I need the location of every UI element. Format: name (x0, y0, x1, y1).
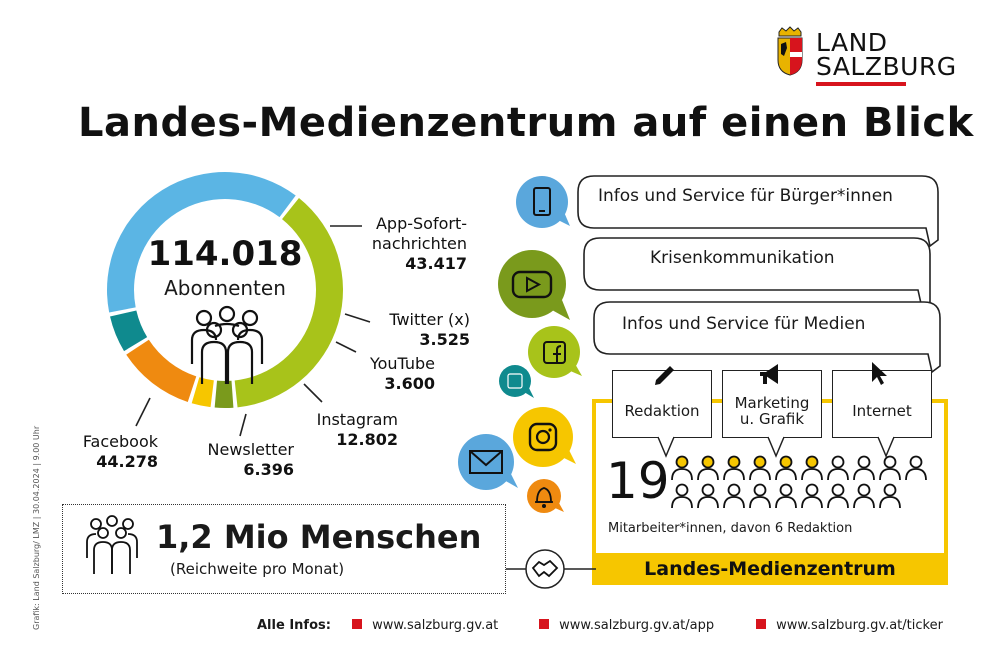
staff-person-icon (879, 483, 901, 509)
label-instagram: Instagram 12.802 (316, 410, 398, 449)
donut-segment-twitter-x (214, 380, 234, 408)
instagram-icon (513, 407, 576, 467)
mail-icon (458, 434, 518, 490)
service-crisis: Krisenkommunikation (650, 248, 835, 268)
staff-person-icon (775, 455, 797, 481)
service-citizens: Infos und Service für Bürger*innen (598, 186, 893, 206)
reach-value: 1,2 Mio Menschen (156, 518, 482, 556)
team-title: Landes-Medienzentrum (644, 558, 896, 580)
staff-person-icon (827, 455, 849, 481)
twitter-icon (499, 365, 534, 398)
reach-box (62, 504, 506, 594)
cursor-icon (872, 362, 887, 385)
reach-subtitle: (Reichweite pro Monat) (170, 560, 345, 578)
label-newsletter: Newsletter 6.396 (207, 440, 295, 479)
donut-segment-newsletter (110, 310, 148, 352)
staff-person-icon (827, 483, 849, 509)
label-twitter: Twitter (x) 3.525 (389, 310, 470, 349)
pencil-icon (655, 366, 674, 385)
staff-person-icon (723, 455, 745, 481)
footer-link-1[interactable]: www.salzburg.gv.at (352, 618, 498, 633)
subscriber-total: 114.018 (147, 234, 303, 274)
label-youtube: YouTube 3.600 (369, 354, 435, 393)
logo: LAND SALZBURG (776, 26, 956, 86)
people-group-small-icon (86, 515, 138, 574)
donut-segment-instagram (126, 339, 197, 402)
staff-person-icon (801, 483, 823, 509)
phone-icon (516, 176, 570, 228)
bullet-square (539, 619, 549, 629)
staff-person-icon (853, 455, 875, 481)
megaphone-icon (760, 364, 778, 384)
staff-person-icon (801, 455, 823, 481)
people-group-icon (190, 305, 264, 384)
donut-segment-app-sofort-nachrichten (234, 198, 343, 408)
team-box-pointers (655, 362, 895, 458)
handshake-icon (525, 549, 565, 589)
subscriber-donut-chart (107, 171, 343, 408)
service-media: Infos und Service für Medien (622, 314, 866, 334)
label-app-push: App-Sofort- nachrichten 43.417 (371, 214, 467, 273)
staff-person-icon (671, 455, 693, 481)
staff-person-icon (853, 483, 875, 509)
staff-caption: Mitarbeiter*innen, davon 6 Redaktion (608, 521, 853, 536)
staff-people-icons (671, 455, 927, 509)
staff-person-icon (671, 483, 693, 509)
staff-person-icon (749, 483, 771, 509)
page-title: Landes-Medienzentrum auf einen Blick (78, 100, 974, 146)
bullet-square (352, 619, 362, 629)
channel-icons (458, 176, 582, 513)
team-title-bar: Landes-Medienzentrum (592, 553, 948, 585)
donut-segment-facebook (107, 171, 296, 313)
bell-icon (527, 479, 564, 513)
logo-underline (816, 82, 906, 86)
youtube-icon (498, 250, 570, 320)
staff-person-icon (749, 455, 771, 481)
coat-of-arms-icon (777, 26, 803, 76)
facebook-icon (528, 326, 582, 378)
staff-count: 19 (606, 452, 670, 510)
staff-person-icon (697, 455, 719, 481)
donut-segment-youtube (191, 377, 214, 408)
staff-person-icon (775, 483, 797, 509)
logo-line1: LAND (816, 28, 888, 57)
staff-person-icon (905, 455, 927, 481)
footer-link-3[interactable]: www.salzburg.gv.at/ticker (756, 618, 943, 633)
footer-label: Alle Infos: (257, 618, 331, 633)
bullet-square (756, 619, 766, 629)
staff-person-icon (879, 455, 901, 481)
subscriber-total-label: Abonnenten (164, 276, 286, 300)
staff-person-icon (723, 483, 745, 509)
logo-line2: SALZBURG (816, 52, 957, 81)
footer-link-2[interactable]: www.salzburg.gv.at/app (539, 618, 714, 633)
staff-person-icon (697, 483, 719, 509)
connector-line (506, 568, 596, 570)
label-facebook: Facebook 44.278 (82, 432, 158, 471)
service-bubble-shapes (577, 175, 941, 374)
